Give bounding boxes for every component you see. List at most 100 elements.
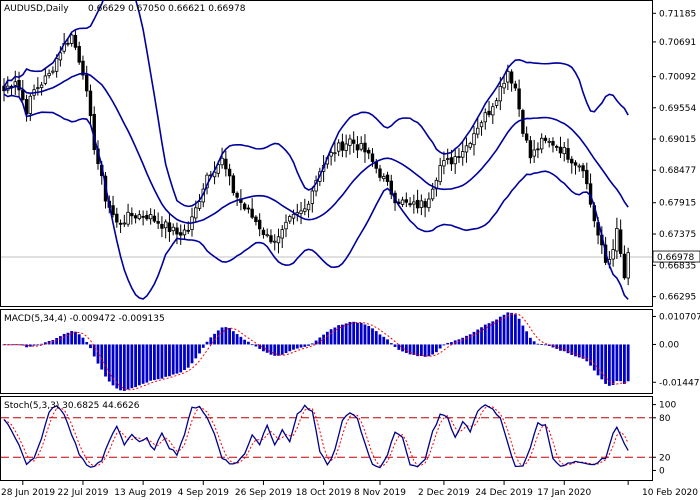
macd-bar — [235, 334, 239, 345]
macd-bar — [329, 329, 333, 345]
macd-bar — [190, 344, 194, 364]
macd-bar — [585, 344, 589, 362]
macd-bar — [141, 344, 145, 384]
candle-body — [336, 142, 341, 152]
candle-body — [257, 219, 262, 230]
candle-body — [453, 156, 457, 165]
macd-bar — [382, 336, 386, 345]
candle-body — [622, 253, 627, 279]
candle-body — [47, 72, 51, 76]
candle-body — [145, 214, 149, 220]
candle-body — [404, 199, 409, 203]
price-tick-label: 0.66835 — [659, 261, 696, 271]
candle-body — [242, 203, 247, 210]
candle-body — [524, 133, 529, 141]
candle-body — [85, 74, 89, 92]
candle-body — [423, 201, 427, 208]
candle-body — [122, 222, 127, 225]
macd-bar — [341, 324, 344, 345]
macd-bar — [96, 344, 100, 364]
current-price-label-text: 0.66978 — [657, 253, 694, 263]
stoch-panel: Stoch(5,3,3) 30.6825 44.6626 100 80 20 0 — [0, 396, 676, 481]
macd-bar — [356, 322, 359, 345]
candle-body — [479, 122, 484, 128]
macd-bar — [243, 339, 247, 345]
macd-bar — [220, 327, 224, 345]
macd-bar — [596, 344, 600, 376]
candle-body — [254, 216, 258, 223]
macd-bar — [284, 344, 288, 354]
candle-body — [130, 212, 134, 217]
macd-bar — [318, 337, 322, 345]
candle-body — [66, 42, 70, 45]
macd-bar — [393, 344, 397, 347]
macd-bar — [389, 343, 393, 345]
macd-bar — [168, 344, 171, 377]
candle-body — [141, 215, 145, 218]
macd-tick-label: 0.00 — [659, 340, 679, 350]
macd-bar — [371, 328, 374, 345]
candle-body — [581, 165, 585, 172]
macd-bar — [231, 331, 235, 345]
macd-bar — [205, 341, 209, 345]
macd-tick-label: -0.014479 — [659, 378, 700, 388]
bollinger-middle-band — [3, 72, 629, 224]
candle-body — [160, 223, 164, 229]
macd-bar — [198, 344, 201, 354]
stoch-main-line — [3, 404, 629, 469]
macd-bar — [472, 331, 476, 345]
macd-bar — [600, 344, 604, 380]
macd-bar — [487, 323, 491, 345]
candle-body — [148, 214, 153, 220]
candle-body — [167, 222, 172, 232]
macd-bar — [40, 343, 43, 345]
macd-bar — [149, 344, 153, 381]
macd-bar — [404, 344, 408, 353]
macd-bar — [359, 322, 363, 345]
macd-bar — [435, 344, 438, 353]
macd-bar — [626, 344, 630, 382]
candle-body — [69, 34, 74, 44]
candle-body — [543, 137, 548, 141]
macd-histogram — [2, 312, 630, 391]
candle-body — [611, 249, 615, 260]
stoch-signal-line — [3, 405, 629, 467]
macd-bar — [322, 334, 325, 345]
candle-body — [491, 106, 495, 116]
candle-body — [521, 110, 525, 134]
macd-bar — [299, 344, 303, 348]
macd-bar — [216, 330, 220, 345]
candle-body — [513, 83, 518, 89]
candle-body — [246, 207, 251, 210]
candle-body — [73, 34, 78, 48]
candle-body — [445, 158, 450, 160]
macd-bar — [213, 333, 216, 345]
macd-bar — [476, 329, 480, 345]
macd-bar — [21, 344, 25, 346]
macd-bar — [66, 332, 70, 345]
macd-bar — [171, 344, 175, 375]
macd-bar — [427, 344, 431, 357]
macd-panel: MACD(5,34,4) -0.009472 -0.009135 0.01070… — [0, 309, 700, 394]
candle-body — [464, 145, 469, 153]
macd-bar — [130, 344, 134, 389]
macd-bar — [55, 337, 59, 345]
candle-body — [220, 157, 224, 166]
macd-bar — [107, 344, 111, 382]
macd-bar — [592, 344, 596, 371]
macd-bar — [119, 344, 122, 391]
candle-body — [532, 149, 536, 157]
macd-bar — [502, 314, 506, 345]
macd-bar — [89, 344, 92, 349]
candle-body — [359, 143, 363, 150]
macd-tick-label: 0.010707 — [659, 312, 700, 322]
macd-bar — [525, 331, 529, 345]
macd-bar — [577, 344, 581, 358]
macd-bar — [529, 337, 532, 345]
macd-bar — [277, 344, 280, 356]
macd-bar — [423, 344, 427, 357]
macd-bar — [92, 344, 96, 357]
macd-bar — [254, 344, 258, 347]
macd-bar — [59, 336, 62, 345]
candle-body — [77, 46, 81, 63]
